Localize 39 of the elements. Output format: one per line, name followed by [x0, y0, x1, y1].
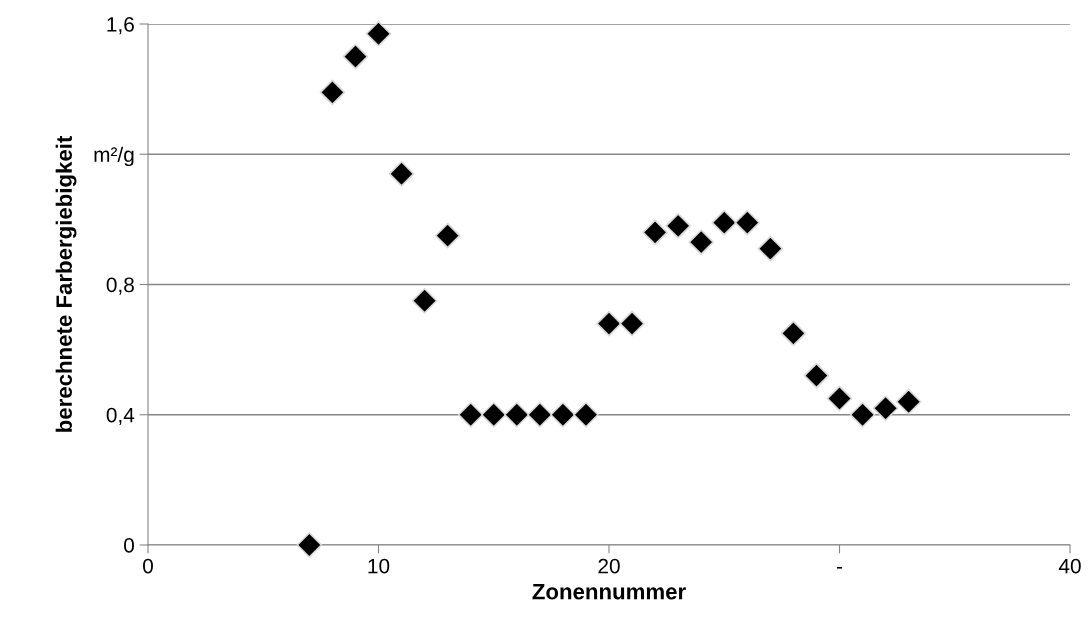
point [365, 20, 392, 47]
point [573, 401, 599, 428]
point [895, 388, 922, 415]
point [849, 401, 876, 428]
x-axis-title: Zonennummer [532, 583, 686, 600]
y-axis-title: berechnete Farbergiebigkeit [55, 135, 77, 432]
point [711, 209, 738, 236]
point [780, 320, 807, 347]
y-tick-label: 0 [124, 538, 134, 553]
point [503, 401, 530, 428]
point [619, 310, 645, 337]
point [688, 229, 715, 256]
point [757, 235, 784, 262]
x-tick-label: - [836, 566, 843, 569]
point [342, 43, 369, 70]
point [411, 287, 438, 314]
y-tick-label: 0,4 [106, 407, 135, 425]
point [665, 213, 692, 239]
x-tick-label: 10 [368, 558, 390, 574]
point [803, 362, 830, 389]
y-tick-label: 0,8 [106, 277, 134, 295]
point [734, 209, 761, 236]
x-tick-label: 40 [1058, 558, 1081, 574]
point [872, 395, 899, 422]
point [480, 401, 507, 428]
point [826, 385, 853, 412]
point [434, 222, 461, 249]
point [642, 219, 668, 246]
point [596, 310, 622, 337]
x-tick-label: 0 [143, 558, 153, 574]
point [457, 401, 484, 428]
x-tick-label: 20 [598, 558, 620, 574]
y-tick-label: m²/g [94, 146, 134, 167]
point [388, 160, 415, 187]
point [319, 79, 346, 106]
point [296, 532, 323, 558]
y-tick-label: 1,6 [107, 17, 134, 35]
point [526, 401, 553, 428]
point [550, 401, 576, 428]
